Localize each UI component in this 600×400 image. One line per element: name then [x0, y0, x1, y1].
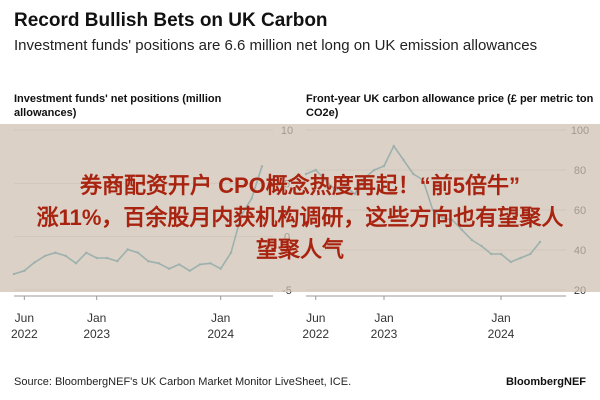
- left-x-tick-label: Jan: [87, 311, 106, 325]
- brand-logo: BloombergNEF: [505, 376, 586, 388]
- left-x-tick-label: 2024: [207, 327, 234, 341]
- left-x-tick-label: 2022: [11, 327, 38, 341]
- right-chart-title: Front-year UK carbon allowance price (£ …: [306, 93, 594, 119]
- banner-line-2: 涨11%，百余股月内获机构调研，这些方向也有望聚人: [36, 205, 564, 230]
- page-subtitle: Investment funds' positions are 6.6 mill…: [14, 37, 538, 54]
- banner-line-1: 券商配资开户 CPO概念热度再起！“前5倍牛”: [79, 173, 521, 198]
- page-title: Record Bullish Bets on UK Carbon: [14, 10, 328, 31]
- right-x-tick-label: 2024: [488, 327, 515, 341]
- right-x-tick-label: Jan: [491, 311, 510, 325]
- banner-line-3: 望聚人气: [255, 237, 344, 262]
- left-x-tick-label: 2023: [83, 327, 110, 341]
- left-x-tick-label: Jun: [15, 311, 34, 325]
- right-x-tick-label: Jun: [306, 311, 325, 325]
- right-x-tick-label: 2023: [371, 327, 398, 341]
- source-note: Source: BloombergNEF's UK Carbon Market …: [14, 376, 352, 388]
- watermark-banner: [0, 124, 600, 292]
- right-x-tick-label: Jan: [374, 311, 393, 325]
- left-chart-title: Investment funds' net positions (million…: [14, 93, 222, 119]
- right-x-tick-label: 2022: [302, 327, 329, 341]
- left-x-tick-label: Jan: [211, 311, 230, 325]
